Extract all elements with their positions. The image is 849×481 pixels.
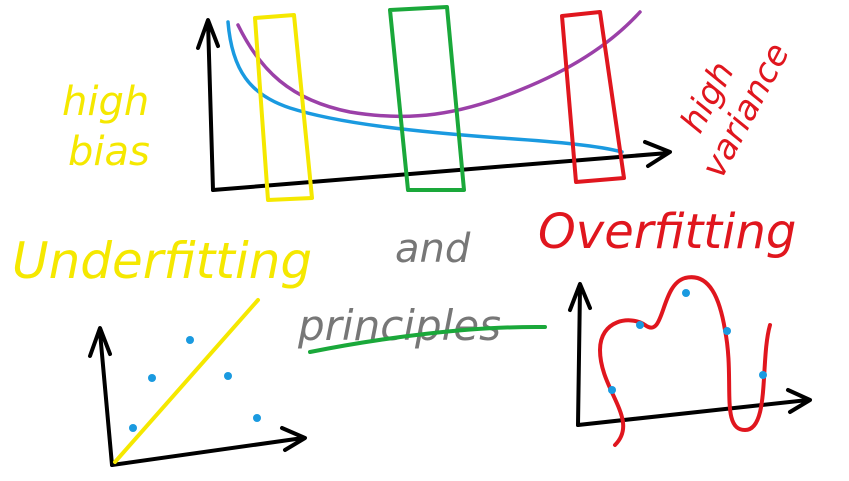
bias-region [253,13,314,202]
error-curve [226,20,624,154]
underfit-chart [88,298,307,467]
label-high: high [62,79,149,125]
y-axis [568,282,592,427]
fit-line [113,298,260,464]
y-axis [88,326,114,467]
overfit-curve [598,275,772,447]
overfit-chart [568,275,812,447]
point [129,424,137,432]
y-axis [196,18,220,192]
points [608,289,767,394]
points [129,336,261,432]
point [186,336,194,344]
and-text: and [395,226,471,272]
x-axis [576,388,812,427]
balance-region [388,5,466,192]
point [148,374,156,382]
x-axis [110,426,307,467]
x-axis [211,140,672,192]
point [682,289,690,297]
underfitting-title: Underfitting [12,232,312,290]
point [723,327,731,335]
point [608,386,616,394]
point [224,372,232,380]
variance-region [560,10,626,184]
overfitting-title: Overfitting [538,204,796,260]
principles-text: principles [297,301,501,350]
bias-variance-chart [196,5,672,202]
point [636,321,644,329]
point [253,414,261,422]
label-bias: bias [68,129,150,175]
underline [308,324,547,354]
point [759,371,767,379]
total-error-curve [236,10,642,119]
